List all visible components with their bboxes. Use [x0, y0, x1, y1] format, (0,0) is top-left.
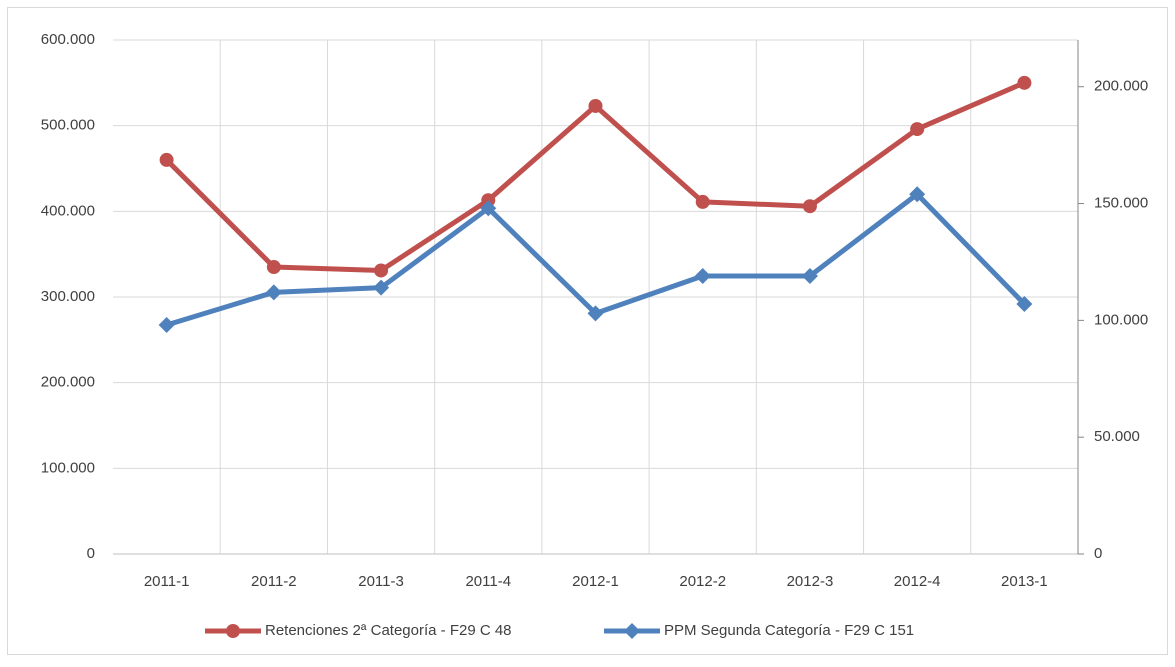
- legend-label: Retenciones 2ª Categoría - F29 C 48: [265, 622, 512, 639]
- marker: [802, 199, 817, 214]
- x-tick-label: 2012-2: [679, 573, 726, 590]
- marker: [226, 624, 240, 638]
- marker: [588, 98, 603, 113]
- marker: [159, 152, 174, 167]
- y-tick-label: 400.000: [41, 202, 95, 219]
- y2-tick-label: 0: [1094, 545, 1102, 562]
- marker: [909, 186, 926, 203]
- x-tick-label: 2012-3: [787, 573, 834, 590]
- marker: [694, 267, 711, 284]
- y-tick-label: 500.000: [41, 117, 95, 134]
- marker: [624, 623, 640, 639]
- marker: [481, 193, 496, 208]
- x-tick-label: 2012-1: [572, 573, 619, 590]
- legend-label: PPM Segunda Categoría - F29 C 151: [664, 622, 914, 639]
- y-tick-label: 100.000: [41, 459, 95, 476]
- marker: [1016, 296, 1033, 313]
- marker: [158, 317, 175, 334]
- marker: [265, 284, 282, 301]
- y2-tick-label: 200.000: [1094, 78, 1148, 95]
- y2-tick-label: 150.000: [1094, 195, 1148, 212]
- marker: [480, 200, 497, 217]
- marker: [373, 279, 390, 296]
- x-tick-label: 2011-3: [358, 573, 404, 590]
- marker: [1017, 75, 1032, 90]
- chart-border: [7, 7, 1168, 655]
- marker: [695, 194, 710, 209]
- y-tick-label: 600.000: [41, 31, 95, 48]
- x-tick-label: 2011-4: [465, 573, 511, 590]
- y2-tick-label: 50.000: [1094, 428, 1140, 445]
- marker: [266, 260, 281, 275]
- x-tick-label: 2011-1: [144, 573, 190, 590]
- y-tick-label: 200.000: [41, 374, 95, 391]
- y-tick-label: 0: [87, 545, 95, 562]
- marker: [910, 122, 925, 137]
- x-tick-label: 2012-4: [894, 573, 941, 590]
- x-tick-label: 2013-1: [1001, 573, 1048, 590]
- y-tick-label: 300.000: [41, 288, 95, 305]
- marker: [587, 305, 604, 322]
- y2-tick-label: 100.000: [1094, 311, 1148, 328]
- x-tick-label: 2011-2: [251, 573, 297, 590]
- marker: [801, 267, 818, 284]
- marker: [374, 263, 389, 278]
